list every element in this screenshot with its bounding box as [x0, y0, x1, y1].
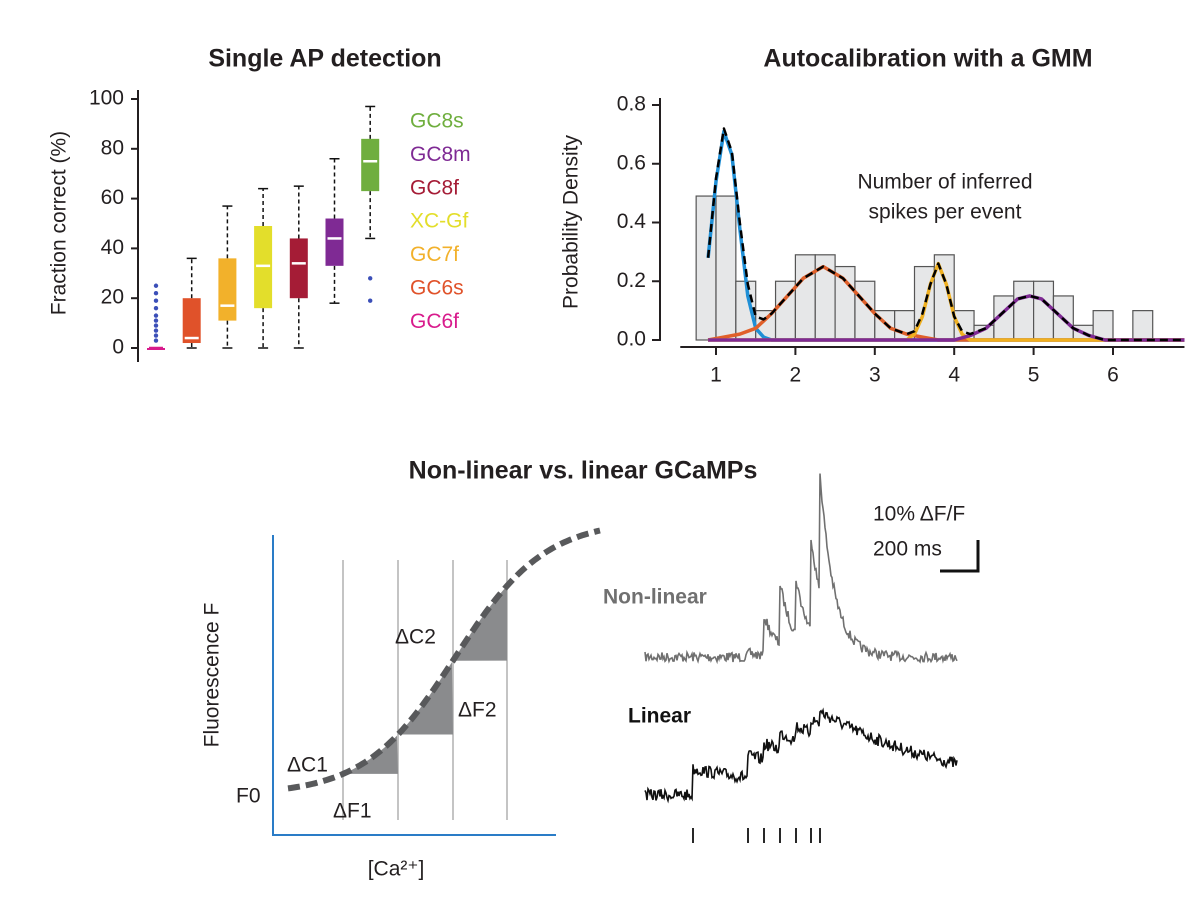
bar: [1013, 280, 1035, 341]
outlier: [153, 298, 159, 303]
outlier: [153, 291, 159, 296]
legend-entry: GC8m: [410, 143, 471, 166]
y-tick-label: 0: [112, 336, 124, 359]
bar: [794, 254, 816, 341]
y-tick-label: 80: [101, 136, 124, 159]
y-tick-label: 0.2: [617, 269, 646, 292]
bar: [1092, 310, 1114, 341]
outlier: [153, 338, 159, 343]
chart-title: Autocalibration with a GMM: [763, 45, 1092, 73]
y-tick-label: 0.6: [617, 151, 646, 174]
annotation: spikes per event: [869, 201, 1022, 224]
outlier: [153, 313, 159, 318]
bar: [715, 195, 737, 341]
legend-entry: GC8f: [410, 176, 459, 199]
legend-entry: XC-Gf: [410, 210, 469, 233]
shaded-step: [398, 662, 453, 735]
diagram-title: Non-linear vs. linear GCaMPs: [409, 457, 758, 485]
label: ΔF1: [333, 800, 372, 823]
y-tick-label: 100: [89, 87, 124, 110]
outlier: [153, 283, 159, 288]
y-axis-label: Fluorescence F: [201, 603, 224, 748]
outlier: [153, 318, 159, 323]
bar: [1132, 310, 1154, 341]
trace-label: Linear: [628, 705, 691, 728]
label: ΔC1: [287, 754, 328, 777]
y-tick-label: 40: [101, 236, 124, 259]
x-tick-label: 2: [790, 364, 802, 387]
box: [182, 298, 201, 344]
trace: [644, 473, 958, 665]
bar: [834, 265, 856, 341]
x-tick-label: 4: [948, 364, 960, 387]
legend-entry: GC7f: [410, 243, 459, 266]
scale-bar: [940, 540, 980, 573]
diagram: Non-linear vs. linear GCaMPs Fluorescenc…: [201, 457, 980, 881]
sigmoid-curve: [287, 527, 601, 792]
outlier: [153, 305, 159, 311]
y-tick-label: 60: [101, 186, 124, 209]
label: ΔF2: [458, 699, 497, 722]
legend-entry: GC6f: [410, 310, 459, 333]
trace: [644, 707, 958, 804]
label: ΔC2: [395, 626, 436, 649]
box: [361, 138, 380, 192]
outlier: [153, 333, 159, 338]
y-tick-label: 0.4: [617, 210, 647, 233]
x-tick-label: 5: [1028, 364, 1040, 387]
bar: [1032, 280, 1055, 341]
outlier: [368, 276, 373, 281]
x-tick-label: 6: [1107, 364, 1119, 387]
x-tick-label: 3: [869, 364, 881, 387]
y-axis-label: Fraction correct (%): [48, 131, 71, 315]
annotation: Number of inferred: [857, 171, 1032, 194]
chart-title: Single AP detection: [208, 45, 441, 73]
x-axis-label: [Ca²⁺]: [368, 858, 425, 881]
box: [289, 238, 308, 299]
scale-label: 10% ΔF/F: [873, 503, 965, 526]
legend-entry: GC8s: [410, 110, 464, 133]
outlier: [153, 328, 159, 333]
shaded-step: [343, 735, 398, 774]
y-tick-label: 20: [101, 286, 124, 309]
box: [325, 218, 344, 266]
legend-entry: GC6s: [410, 277, 464, 300]
scale-label: 200 ms: [873, 538, 942, 561]
trace-label: Non-linear: [603, 586, 707, 609]
sum-line: [706, 127, 1185, 342]
box: [218, 258, 237, 321]
outlier: [368, 298, 373, 303]
y-tick-label: 0.0: [617, 328, 646, 351]
outlier: [153, 323, 159, 328]
y-tick-label: 0.8: [617, 93, 646, 116]
x-tick-label: 1: [710, 364, 722, 387]
y-axis-label: Probability Density: [560, 135, 583, 309]
label: F0: [236, 785, 261, 808]
